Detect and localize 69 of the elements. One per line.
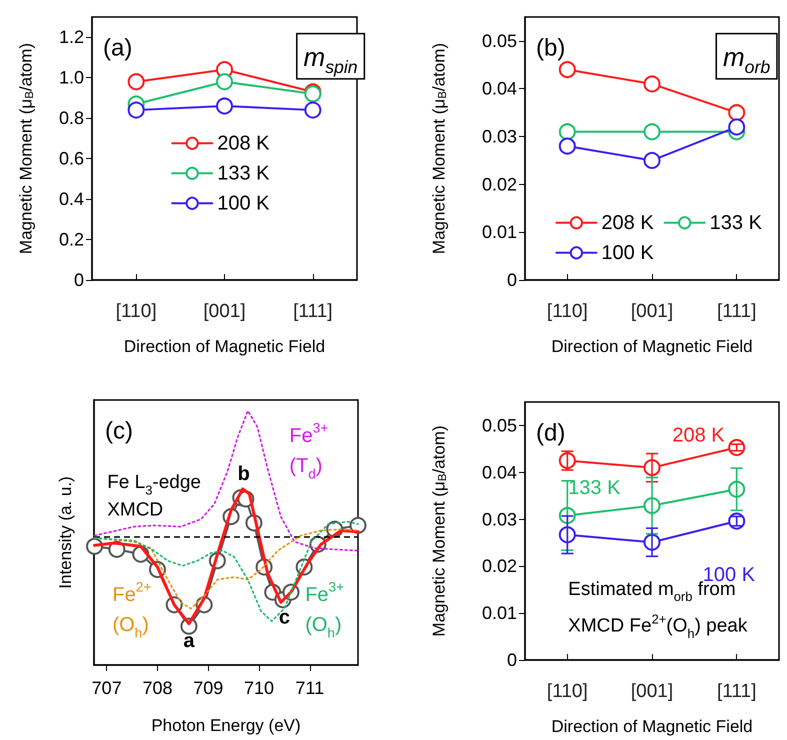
point: [644, 152, 660, 169]
text: (a): [103, 34, 132, 62]
legend-label: 208 K: [601, 212, 654, 234]
x-tick-label: [110]: [546, 681, 588, 702]
y-axis-title: Intensity (a. u.): [56, 476, 75, 589]
x-tick-label: [001]: [203, 301, 246, 322]
y-tick-label: 0.02: [482, 556, 517, 576]
x-tick-label: 711: [295, 678, 324, 698]
legend-label: 208 K: [217, 132, 270, 154]
y-tick-label: 0.05: [482, 415, 517, 436]
y-tick-label: 0: [506, 270, 517, 290]
legend-label: 100 K: [601, 242, 654, 264]
y-tick-label: 0.04: [482, 462, 517, 482]
y-tick-label: 0.01: [482, 222, 517, 242]
x-tick-label: 707: [92, 678, 122, 698]
y-tick-label: 0.8: [58, 108, 84, 128]
x-tick-label: [111]: [716, 681, 756, 702]
x-tick-label: [001]: [630, 301, 674, 322]
y-tick-label: 0.03: [482, 509, 517, 530]
annotation: b: [238, 462, 250, 485]
text: (d): [536, 420, 566, 446]
point: [728, 104, 746, 122]
y-tick-label: 0.2: [58, 230, 84, 250]
x-tick-label: [111]: [716, 301, 756, 322]
x-tick-label: [111]: [293, 301, 333, 322]
text: (b): [536, 34, 566, 62]
x-axis-title: Direction of Magnetic Field: [551, 717, 753, 736]
series-label: 208 K: [672, 424, 726, 446]
y-axis-title: Magnetic Moment (μB/atom): [16, 42, 36, 254]
annotation: c: [278, 606, 290, 628]
legend-label: 100 K: [217, 192, 270, 214]
y-tick-label: 0.03: [482, 126, 517, 147]
chart-title: (c): [105, 418, 133, 444]
x-tick-label: [110]: [116, 301, 157, 322]
legend-label: 133 K: [710, 212, 763, 234]
x-tick-label: [001]: [630, 681, 674, 702]
y-axis-title: Magnetic Moment (μB/atom): [430, 42, 449, 254]
y-axis-title: Magnetic Moment (μB/atom): [430, 425, 449, 637]
point: [644, 123, 660, 140]
x-axis-title: Direction of Magnetic Field: [124, 337, 326, 356]
x-tick-label: [110]: [546, 301, 588, 322]
point: [216, 73, 233, 90]
y-tick-label: 0.05: [482, 30, 517, 51]
y-tick-label: 0: [74, 270, 84, 290]
point: [216, 98, 233, 115]
y-tick-label: 0: [506, 650, 517, 670]
x-axis-title: Photon Energy (eV): [151, 716, 301, 735]
y-tick-label: 0.02: [482, 174, 517, 194]
point: [558, 123, 576, 140]
y-tick-label: 0.6: [58, 148, 84, 169]
point: [558, 138, 576, 155]
legend-label: 133 K: [217, 162, 270, 184]
annotation: a: [183, 630, 196, 652]
point: [728, 118, 746, 136]
x-tick-label: 710: [244, 678, 274, 698]
y-tick-label: 0.4: [58, 189, 84, 210]
x-tick-label: 709: [193, 678, 224, 698]
series-label: 133 K: [568, 477, 622, 500]
x-tick-label: 708: [142, 678, 172, 698]
point: [128, 102, 145, 119]
x-axis-title: Direction of Magnetic Field: [551, 337, 753, 356]
y-tick-label: 0.04: [482, 78, 517, 99]
point: [304, 102, 322, 119]
y-tick-label: 1.2: [58, 27, 84, 48]
point: [644, 75, 660, 92]
y-tick-label: 1.0: [58, 68, 84, 88]
point: [558, 61, 576, 78]
point: [128, 73, 145, 90]
y-tick-label: 0.01: [482, 603, 517, 624]
